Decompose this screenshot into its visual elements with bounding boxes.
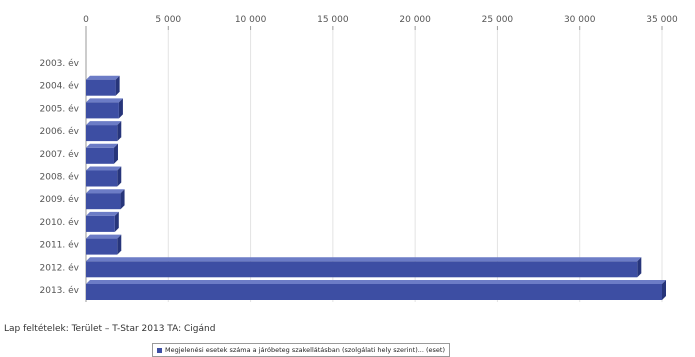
category-label: 2012. év bbox=[40, 262, 80, 273]
x-tick-label: 10 000 bbox=[235, 15, 267, 25]
bar-side-face bbox=[115, 75, 120, 96]
category-label: 2008. év bbox=[40, 172, 80, 183]
category-label: 2013. év bbox=[40, 285, 80, 296]
sheet-conditions: Lap feltételek: Terület – T-Star 2013 TA… bbox=[4, 324, 216, 334]
bar bbox=[86, 238, 118, 255]
category-label: 2010. év bbox=[40, 217, 80, 228]
x-tick-label: 30 000 bbox=[564, 15, 596, 25]
bar-side-face bbox=[117, 234, 122, 255]
bar bbox=[86, 261, 638, 278]
legend-swatch bbox=[157, 347, 162, 353]
bar-top-face bbox=[86, 280, 666, 284]
bar-chart: 0 5 000 10 000 15 000 20 000 25 000 30 000 35 0… bbox=[40, 15, 678, 304]
bar-top-face bbox=[86, 211, 119, 216]
bar-side-face bbox=[118, 98, 123, 119]
category-label: 2006. év bbox=[40, 126, 80, 137]
bar-side-face bbox=[117, 121, 122, 142]
bar bbox=[86, 102, 119, 119]
legend: Megjelenési esetek száma a járóbeteg sza… bbox=[152, 343, 450, 357]
bar-side-face bbox=[662, 280, 666, 300]
category-label: 2011. év bbox=[40, 240, 80, 251]
bar-side-face bbox=[113, 143, 118, 164]
bar bbox=[86, 284, 662, 300]
bar bbox=[86, 125, 118, 142]
bar bbox=[86, 170, 118, 187]
bar-top-face bbox=[86, 257, 642, 262]
bar-side-face bbox=[637, 257, 642, 278]
bar-top-face bbox=[86, 121, 122, 126]
x-tick-label: 15 000 bbox=[317, 15, 349, 25]
bar-top-face bbox=[86, 189, 125, 194]
x-tick-label: 0 bbox=[83, 15, 89, 25]
bar bbox=[86, 215, 115, 232]
x-tick-label: 5 000 bbox=[155, 15, 181, 25]
bar-top-face bbox=[86, 166, 122, 171]
bar bbox=[86, 79, 116, 96]
bar bbox=[86, 193, 121, 210]
bar-side-face bbox=[114, 211, 119, 232]
category-label: 2009. év bbox=[40, 194, 80, 205]
x-tick-label: 35 000 bbox=[646, 15, 678, 25]
bar bbox=[86, 147, 114, 164]
bar-side-face bbox=[120, 189, 125, 210]
category-label: 2003. év bbox=[40, 58, 80, 69]
bar-side-face bbox=[117, 166, 122, 187]
category-label: 2005. év bbox=[40, 103, 80, 114]
x-tick-label: 25 000 bbox=[482, 15, 514, 25]
category-label: 2007. év bbox=[40, 149, 80, 160]
bar-top-face bbox=[86, 143, 118, 148]
bar-top-face bbox=[86, 98, 123, 103]
bar-top-face bbox=[86, 234, 122, 239]
category-label: 2004. év bbox=[40, 81, 80, 92]
x-tick-label: 20 000 bbox=[399, 15, 431, 25]
legend-label: Megjelenési esetek száma a járóbeteg sza… bbox=[165, 346, 445, 354]
bar-top-face bbox=[86, 75, 120, 80]
